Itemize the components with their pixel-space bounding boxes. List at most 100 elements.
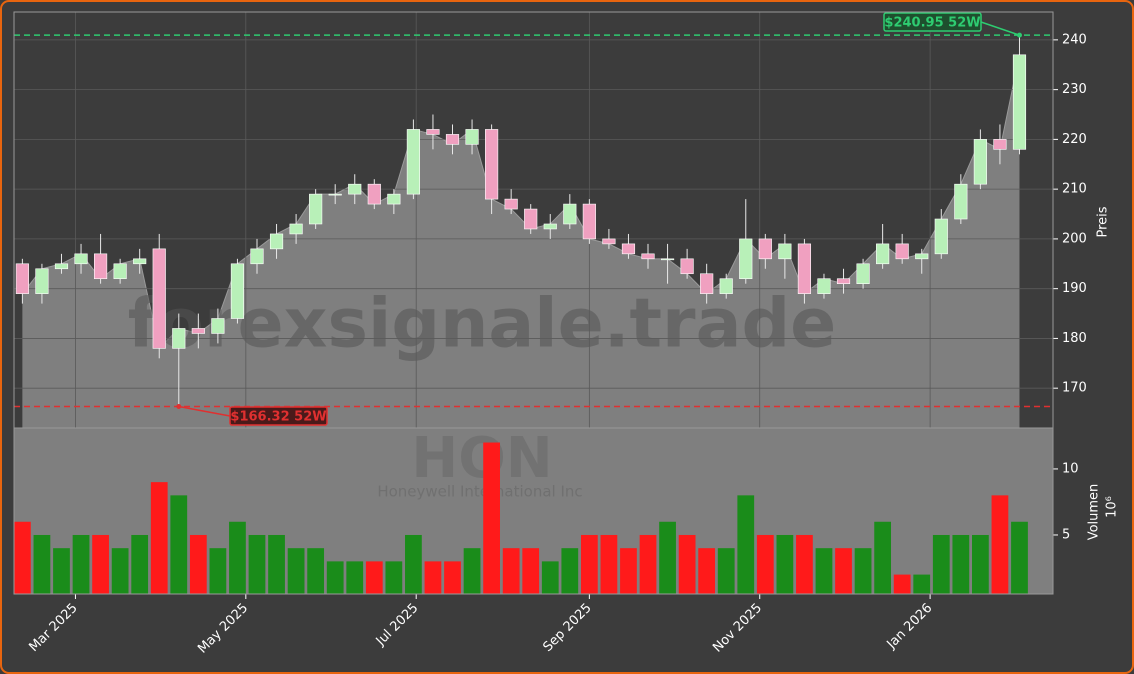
candle-body (524, 208, 538, 230)
volume-bar (893, 574, 911, 594)
y-tick-label: 220 (1062, 132, 1087, 147)
candle-body (250, 248, 264, 265)
candle-body (602, 238, 616, 245)
candle-body (700, 273, 714, 294)
candle (289, 214, 303, 244)
candle (367, 179, 381, 210)
volume-bar (678, 534, 696, 594)
candle-body (426, 129, 440, 135)
candle (524, 204, 538, 234)
volume-bar (287, 548, 305, 594)
candle (309, 189, 323, 229)
volume-bar (756, 534, 774, 594)
candle-body (582, 203, 596, 240)
candle-body (836, 278, 851, 284)
y2-tick-label: 5 (1062, 527, 1070, 542)
volume-bar (1011, 521, 1028, 594)
candle-body (113, 263, 127, 280)
candle (191, 313, 205, 349)
candle-body (211, 318, 225, 334)
candle-body (133, 258, 147, 265)
candle-body (367, 183, 381, 205)
candle (563, 194, 577, 229)
candle-body (973, 139, 987, 185)
annotation-label: $166.32 52W (230, 410, 326, 425)
volume-bar (424, 561, 442, 594)
candle-body (172, 328, 186, 349)
volume-bar (561, 548, 579, 594)
candle-body (74, 253, 88, 265)
y-tick-label: 200 (1062, 231, 1087, 246)
candle-body (35, 268, 49, 294)
candle (680, 248, 694, 279)
volume-bar (717, 548, 735, 594)
volume-bar (972, 534, 989, 594)
candle-body (54, 263, 69, 270)
y2-axis-unit: 10⁶ (1105, 496, 1120, 518)
candle (348, 174, 362, 205)
candle (93, 233, 108, 284)
candle (152, 233, 166, 359)
candle (211, 308, 225, 344)
candle-body (895, 243, 909, 260)
candle (230, 258, 245, 324)
candle-body (739, 238, 753, 280)
volume-bar (385, 561, 403, 594)
close-line (21, 54, 1020, 350)
candle (973, 129, 987, 190)
candle (993, 124, 1007, 165)
watermark: Honeywell International Inc (377, 483, 582, 501)
volume-bar (53, 548, 70, 594)
candle-body (504, 198, 518, 210)
volume-bar (600, 534, 618, 594)
candle (269, 223, 284, 259)
candle (758, 233, 772, 269)
volume-bar (952, 534, 970, 594)
volume-bar (796, 534, 813, 594)
candle-body (387, 193, 401, 205)
candle-body (230, 263, 245, 319)
candle (406, 119, 420, 200)
candle (817, 273, 831, 299)
panel-border (13, 11, 1054, 595)
volume-bar (991, 495, 1009, 594)
volume-bar (189, 534, 207, 594)
annotation-point (1016, 32, 1022, 38)
candle (445, 124, 460, 155)
candle (836, 268, 851, 294)
volume-bar (268, 534, 285, 594)
candle-body (641, 253, 655, 260)
candle-body (289, 223, 303, 235)
candle (915, 248, 929, 274)
candle-body (876, 243, 890, 265)
y-tick-label: 190 (1062, 281, 1087, 296)
candle-body (309, 193, 323, 225)
candle-body (328, 193, 342, 196)
candle-body (152, 248, 166, 349)
volume-bar (170, 495, 188, 594)
candle (797, 238, 812, 304)
volume-bar (932, 534, 950, 594)
volume-bar (131, 534, 149, 594)
candle-body (993, 139, 1007, 150)
candle-body (778, 243, 792, 260)
candle (641, 243, 655, 269)
volume-bar (92, 534, 109, 594)
candle-body (719, 278, 733, 294)
candle (739, 199, 753, 284)
candle-body (680, 258, 694, 275)
volume-bar (150, 482, 168, 594)
candle (602, 228, 616, 249)
volume-bar (815, 548, 833, 594)
volume-bar (14, 521, 31, 594)
candle (387, 189, 401, 215)
candle-body (621, 243, 636, 255)
volume-bar (698, 548, 716, 594)
volume-bar (502, 548, 520, 594)
candle (485, 124, 499, 215)
y-tick-label: 230 (1062, 82, 1087, 97)
volume-bar (326, 561, 344, 594)
candle-body (660, 258, 675, 261)
candle-body (485, 129, 499, 200)
volume-bar (405, 534, 422, 594)
